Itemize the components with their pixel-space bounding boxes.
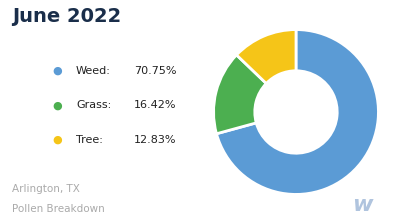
Text: 12.83%: 12.83% — [134, 135, 176, 145]
Text: Weed:: Weed: — [76, 66, 111, 75]
Text: Grass:: Grass: — [76, 100, 111, 110]
Wedge shape — [214, 55, 266, 134]
Text: June 2022: June 2022 — [12, 7, 121, 26]
Text: 16.42%: 16.42% — [134, 100, 176, 110]
Text: ●: ● — [52, 66, 62, 75]
Wedge shape — [216, 30, 378, 194]
Text: Arlington, TX: Arlington, TX — [12, 184, 80, 194]
Text: w: w — [352, 195, 372, 215]
Wedge shape — [236, 30, 296, 84]
Text: Tree:: Tree: — [76, 135, 103, 145]
Text: Pollen Breakdown: Pollen Breakdown — [12, 204, 105, 214]
Text: ●: ● — [52, 100, 62, 110]
Text: 70.75%: 70.75% — [134, 66, 176, 75]
Text: ●: ● — [52, 135, 62, 145]
